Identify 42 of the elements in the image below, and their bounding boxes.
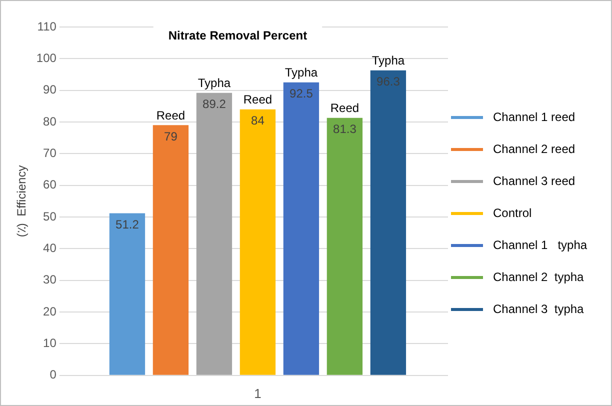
data-label: 79 bbox=[164, 130, 178, 144]
y-tick-label: 0 bbox=[50, 368, 57, 382]
data-label: 89.2 bbox=[202, 97, 226, 112]
y-tick-label: 90 bbox=[43, 82, 57, 97]
y-tick-label: 70 bbox=[43, 146, 57, 160]
x-tick-label: 1 bbox=[254, 386, 262, 401]
y-tick-label: 80 bbox=[43, 114, 57, 128]
legend-label: Channel 1 reed bbox=[493, 110, 576, 124]
y-tick-label: 20 bbox=[43, 304, 57, 318]
y-tick-label: 100 bbox=[36, 50, 57, 65]
annotation: Reed bbox=[156, 108, 186, 122]
annotation: Reed bbox=[330, 101, 360, 116]
bar bbox=[109, 213, 146, 375]
bar bbox=[283, 82, 320, 375]
annotation: Typha bbox=[284, 66, 318, 80]
data-label: 81.3 bbox=[333, 122, 357, 136]
annotation: Typha bbox=[198, 76, 231, 90]
y-tick-label: 10 bbox=[43, 336, 57, 350]
legend-label: Channel 3 reed bbox=[493, 174, 576, 188]
bar bbox=[240, 109, 276, 375]
y-tick-label: 110 bbox=[37, 19, 57, 34]
legend-label: Control bbox=[493, 206, 532, 220]
annotation: Reed bbox=[243, 92, 272, 107]
bar bbox=[326, 118, 363, 375]
y-axis-title: (٪) Efficiency bbox=[14, 165, 29, 238]
y-tick-label: 30 bbox=[43, 272, 57, 287]
bar bbox=[370, 70, 406, 375]
legend-label: Channel 2 typha bbox=[493, 270, 584, 284]
bar bbox=[196, 92, 232, 375]
chart-title: Nitrate Removal Percent bbox=[168, 28, 308, 42]
y-tick-label: 60 bbox=[43, 178, 57, 192]
legend-label: Channel 3 typha bbox=[493, 302, 584, 316]
data-label: 51.2 bbox=[116, 218, 140, 232]
legend-label: Channel 1 typha bbox=[493, 238, 588, 252]
data-label: 84 bbox=[251, 114, 265, 128]
annotation: Typha bbox=[372, 54, 405, 68]
y-tick-label: 50 bbox=[43, 209, 57, 224]
data-label: 96.3 bbox=[376, 74, 400, 89]
bar bbox=[152, 125, 189, 375]
y-tick-label: 40 bbox=[43, 241, 57, 256]
data-label: 92.5 bbox=[290, 86, 314, 101]
legend-label: Channel 2 reed bbox=[493, 142, 576, 156]
